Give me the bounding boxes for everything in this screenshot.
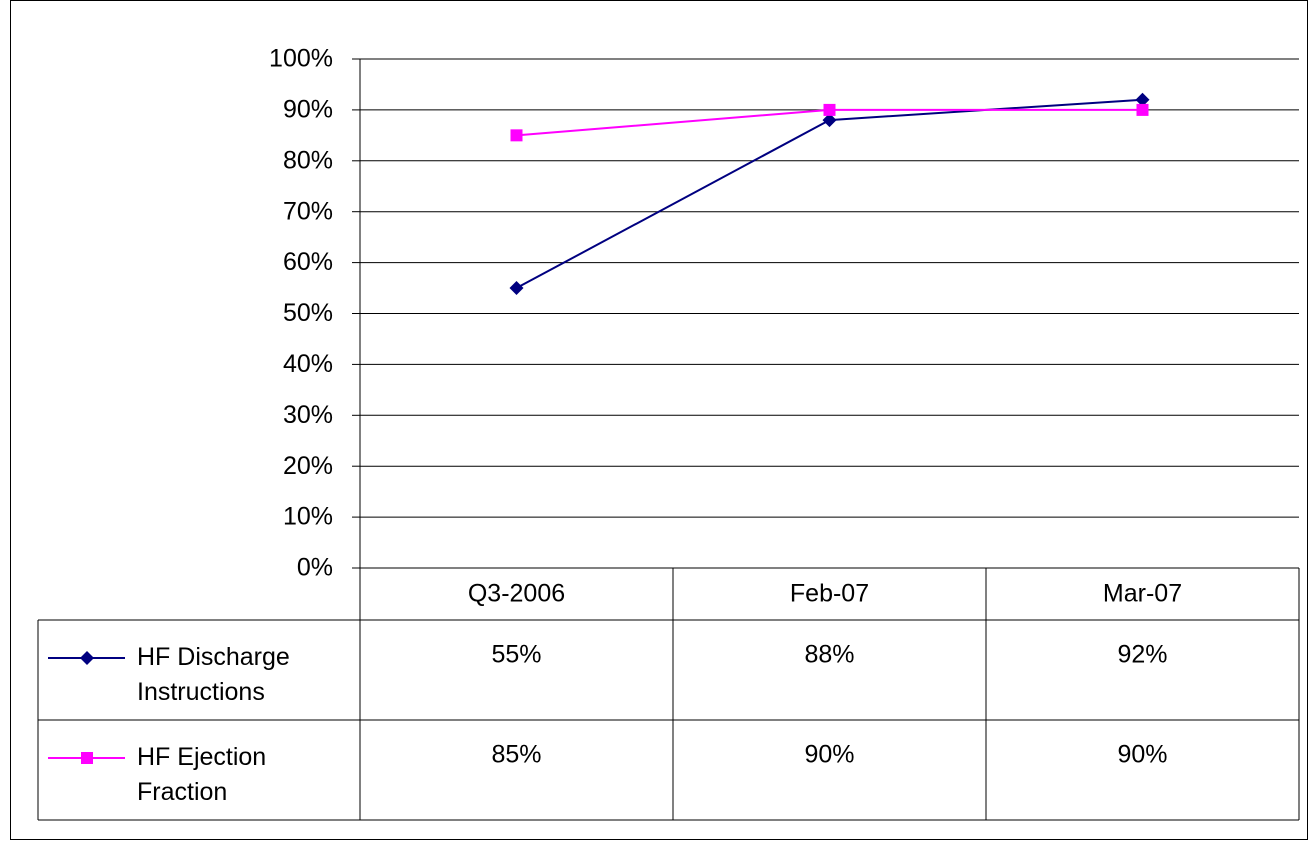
- y-tick-label: 0%: [297, 554, 333, 582]
- chart-frame: [10, 0, 1308, 840]
- y-tick-label: 80%: [283, 146, 333, 174]
- y-tick-label: 100%: [269, 45, 333, 73]
- table-value: 55%: [491, 641, 541, 669]
- table-value: 90%: [804, 741, 854, 769]
- x-tick-label: Mar-07: [1103, 580, 1182, 608]
- y-tick-label: 70%: [283, 197, 333, 225]
- y-tick-label: 40%: [283, 350, 333, 378]
- y-tick-label: 10%: [283, 503, 333, 531]
- y-tick-label: 30%: [283, 401, 333, 429]
- table-value: 85%: [491, 741, 541, 769]
- y-tick-label: 60%: [283, 248, 333, 276]
- marker: [510, 129, 523, 142]
- marker: [822, 113, 837, 128]
- y-tick-label: 20%: [283, 452, 333, 480]
- legend-label: HF Ejection Fraction: [137, 743, 267, 806]
- marker: [509, 281, 524, 296]
- table-value: 90%: [1117, 741, 1167, 769]
- y-tick-label: 50%: [283, 299, 333, 327]
- marker: [823, 103, 836, 116]
- table-value: 88%: [804, 641, 854, 669]
- table-value: 92%: [1117, 641, 1167, 669]
- y-tick-label: 90%: [283, 96, 333, 124]
- x-tick-label: Feb-07: [790, 580, 869, 608]
- legend-label: HF Discharge Instructions: [137, 643, 290, 706]
- marker: [80, 651, 94, 665]
- marker: [1135, 92, 1150, 107]
- marker: [1136, 103, 1149, 116]
- marker: [81, 752, 93, 764]
- x-tick-label: Q3-2006: [468, 580, 565, 608]
